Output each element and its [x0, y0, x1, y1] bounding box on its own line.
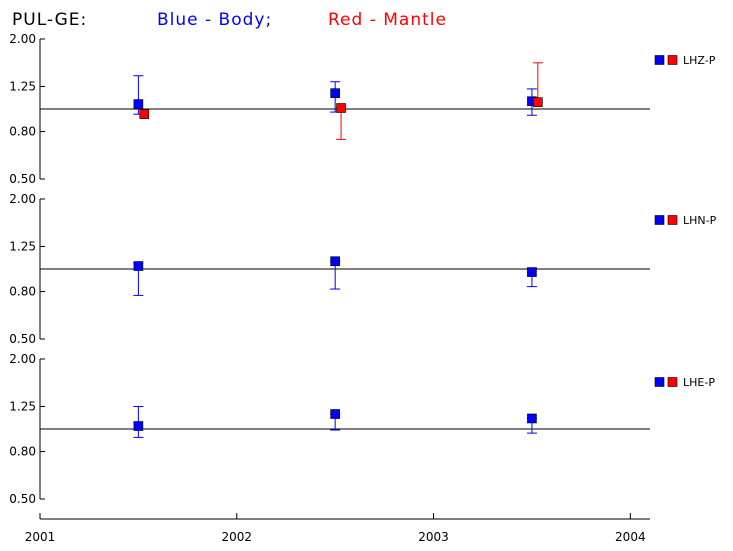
- data-point-mantle: [336, 103, 346, 113]
- legend-label: LHE-P: [683, 376, 715, 389]
- y-tick-label: 0.50: [9, 332, 36, 346]
- station-title: PUL-GE:: [12, 10, 87, 30]
- chart-title: PUL-GE: Blue - Body; Red - Mantle: [12, 10, 447, 30]
- data-point-body: [133, 421, 144, 431]
- data-point-body: [527, 413, 537, 424]
- panel-lhz-p: 0.50 0.80 1.25 2.00 LHZ-P: [9, 32, 715, 186]
- x-tick-label: 2004: [615, 530, 646, 544]
- y-tick-label: 1.25: [9, 79, 36, 93]
- y-tick-label: 2.00: [9, 192, 36, 206]
- y-tick-label: 1.25: [9, 239, 36, 253]
- y-tick-label: 0.80: [9, 125, 36, 139]
- y-tick-label: 1.25: [9, 399, 36, 413]
- y-tick-label: 2.00: [9, 32, 36, 46]
- y-tick-label: 0.50: [9, 172, 36, 186]
- data-point-mantle: [533, 97, 543, 107]
- data-point-body: [330, 256, 340, 267]
- data-point-body: [133, 261, 144, 271]
- legend-swatch: [667, 215, 678, 225]
- legend-swatch: [654, 55, 665, 65]
- legend-label: LHZ-P: [683, 54, 716, 67]
- blue-body-label: Blue - Body;: [157, 10, 272, 30]
- data-point-body: [133, 99, 144, 109]
- data-point-mantle: [139, 109, 150, 119]
- data-point-body: [330, 409, 340, 419]
- panel-lhe-p: 0.50 0.80 1.25 2.00 LHE-P: [9, 352, 715, 506]
- data-point-body: [527, 267, 537, 277]
- legend-label: LHN-P: [683, 214, 717, 227]
- red-mantle-label: Red - Mantle: [328, 10, 447, 30]
- panel-lhn-p: 0.50 0.80 1.25 2.00 LHN-P: [9, 192, 716, 346]
- y-tick-label: 0.80: [9, 445, 36, 459]
- chart-panels: 0.50 0.80 1.25 2.00 LHZ-P 0.50 0.80 1.25 2.00 LHN…: [9, 32, 716, 506]
- legend-swatch: [654, 377, 665, 387]
- x-tick-label: 2002: [222, 530, 253, 544]
- data-point-body: [330, 88, 340, 98]
- x-axis: 2001 2002 2003 2004: [25, 513, 650, 544]
- x-tick-label: 2003: [418, 530, 449, 544]
- y-tick-label: 0.80: [9, 285, 36, 299]
- x-tick-label: 2001: [25, 530, 56, 544]
- legend-swatch: [667, 55, 678, 65]
- legend-swatch: [667, 377, 678, 387]
- y-tick-label: 0.50: [9, 492, 36, 506]
- y-tick-label: 2.00: [9, 352, 36, 366]
- legend-swatch: [654, 215, 665, 225]
